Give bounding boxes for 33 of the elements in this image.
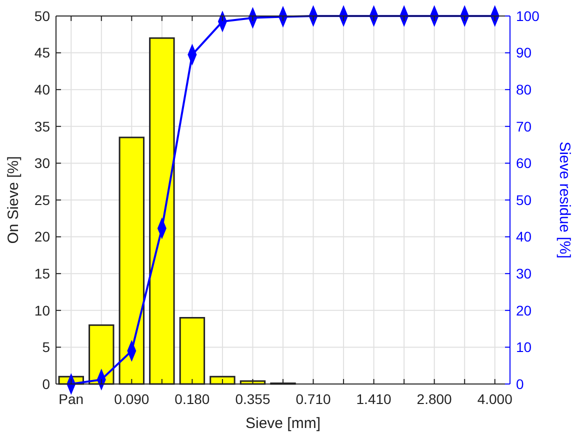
y2-tick-label: 50 [516, 192, 532, 208]
y-tick-label: 10 [34, 302, 50, 318]
y-tick-label: 35 [34, 118, 50, 134]
y-tick-label: 15 [34, 266, 50, 282]
y2-tick-label: 60 [516, 155, 532, 172]
y-tick-label: 0 [42, 376, 50, 392]
x-tick-label: Pan [58, 391, 84, 407]
y2-tick-label: 70 [516, 118, 532, 134]
y-axis-title: On Sieve [%] [5, 156, 22, 244]
x-tick-label: 4.000 [477, 391, 513, 407]
y-tick-label: 40 [34, 82, 50, 98]
y2-tick-label: 80 [516, 82, 532, 98]
x-axis-title: Sieve [mm] [245, 415, 321, 432]
y-tick-label: 5 [42, 339, 50, 356]
y-tick-label: 25 [34, 192, 50, 208]
y2-tick-label: 90 [516, 44, 532, 61]
y2-tick-label: 0 [516, 376, 524, 392]
x-tick-label: 0.090 [114, 391, 150, 407]
y2-tick-label: 30 [516, 266, 532, 282]
x-tick-label: 1.410 [356, 391, 392, 407]
y-tick-label: 20 [34, 228, 50, 245]
x-tick-label: 0.355 [235, 391, 270, 407]
x-tick-label: 2.800 [416, 391, 452, 407]
y2-axis-title: Sieve residue [%] [556, 142, 573, 258]
y2-tick-label: 10 [516, 339, 532, 356]
y2-tick-label: 20 [516, 302, 532, 318]
x-tick-label: 0.180 [174, 391, 210, 407]
y-tick-label: 50 [34, 8, 50, 24]
y-tick-label: 30 [34, 155, 50, 172]
y2-tick-label: 40 [516, 228, 532, 245]
x-tick-label: 0.710 [296, 391, 331, 407]
y2-tick-label: 100 [516, 8, 540, 24]
y-tick-label: 45 [34, 44, 50, 61]
